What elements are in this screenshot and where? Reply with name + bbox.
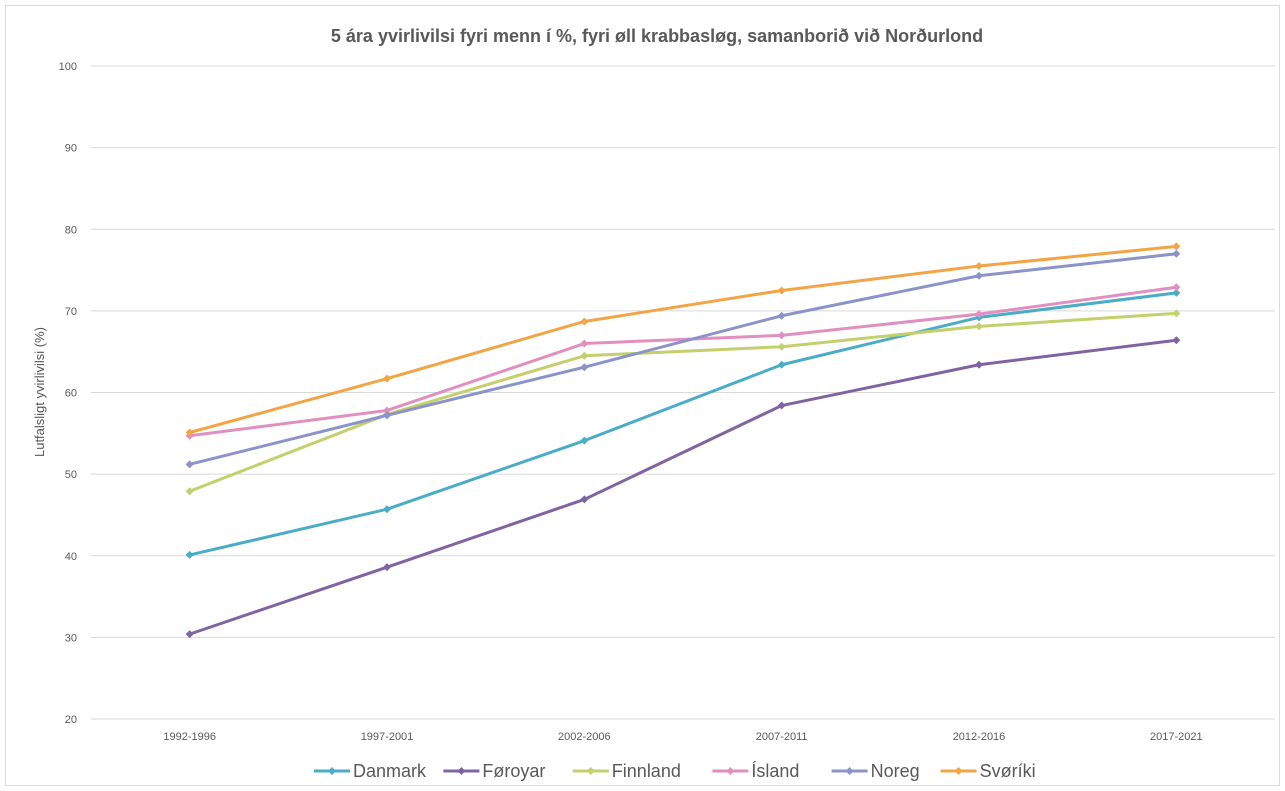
- series-line: [189, 285, 1177, 438]
- series-line: [189, 338, 1177, 636]
- data-point: [777, 331, 786, 340]
- x-tick-label: 2012-2016: [953, 731, 1006, 743]
- data-point: [185, 550, 194, 559]
- chart-title: 5 ára yvirlivilsi fyri menn í %, fyri øl…: [331, 26, 983, 46]
- y-axis-ticks: 20 30 40 50 60 70 80 90 100: [59, 61, 77, 726]
- data-point: [1172, 242, 1181, 251]
- y-tick-label: 80: [65, 224, 77, 236]
- data-point: [975, 310, 983, 319]
- data-point: [580, 495, 589, 504]
- legend-item: Noreg: [831, 761, 920, 781]
- y-tick-label: 60: [65, 388, 77, 400]
- legend-label: Noreg: [871, 761, 920, 781]
- data-point: [580, 351, 589, 360]
- series-line: [189, 244, 1177, 434]
- legend-label: Svøríki: [980, 761, 1036, 781]
- x-tick-label: 1992-1996: [163, 731, 216, 743]
- legend-item: Ísland: [712, 761, 799, 781]
- y-tick-label: 90: [65, 143, 77, 155]
- series-Ísland: [185, 283, 1181, 440]
- x-axis-ticks: 1992-1996 1997-2001 2002-2006 2007-2011 2012…: [163, 731, 1202, 743]
- x-tick-label: 2007-2011: [756, 731, 808, 743]
- data-point: [383, 411, 391, 420]
- legend-marker: [586, 767, 595, 775]
- series-lines: [185, 242, 1181, 639]
- legend-marker: [457, 767, 466, 775]
- y-axis-title: Lutfalsligt yvirlivilsi (%): [32, 327, 47, 457]
- data-point: [185, 460, 194, 469]
- data-point: [975, 271, 983, 280]
- legend-item: Finnland: [572, 761, 681, 781]
- legend-label: Ísland: [751, 761, 799, 781]
- x-tick-label: 1997-2001: [361, 731, 414, 743]
- y-tick-label: 20: [65, 714, 77, 726]
- data-point: [1172, 309, 1181, 318]
- data-point: [383, 374, 391, 383]
- y-tick-label: 30: [65, 632, 77, 644]
- chart-area: [5, 5, 1280, 786]
- data-point: [383, 505, 391, 514]
- data-point: [975, 322, 983, 331]
- data-point: [580, 317, 589, 326]
- y-tick-label: 40: [65, 551, 77, 563]
- data-point: [1172, 336, 1181, 345]
- series-line: [189, 291, 1177, 557]
- data-point: [777, 311, 786, 320]
- legend-marker: [845, 767, 854, 775]
- legend-label: Danmark: [353, 761, 427, 781]
- legend-marker: [726, 767, 735, 775]
- data-point: [580, 436, 589, 445]
- legend-label: Føroyar: [482, 761, 545, 781]
- x-tick-label: 2017-2021: [1150, 731, 1203, 743]
- data-point: [1172, 283, 1181, 292]
- data-point: [383, 406, 391, 415]
- data-point: [1172, 249, 1181, 258]
- data-point: [185, 487, 194, 496]
- data-point: [777, 360, 786, 369]
- data-point: [975, 261, 983, 270]
- legend-item: Føroyar: [443, 761, 545, 781]
- series-Noreg: [185, 249, 1181, 469]
- y-tick-label: 70: [65, 306, 77, 318]
- data-point: [777, 401, 786, 410]
- legend-item: Danmark: [314, 761, 427, 781]
- x-tick-label: 2002-2006: [558, 731, 611, 743]
- legend-marker: [328, 767, 336, 775]
- data-point: [975, 360, 983, 369]
- data-point: [1172, 288, 1181, 297]
- legend-marker: [954, 767, 963, 775]
- data-point: [185, 630, 194, 639]
- series-Føroyar: [185, 336, 1181, 639]
- y-tick-label: 100: [59, 61, 77, 73]
- series-line: [189, 311, 1177, 493]
- data-point: [580, 339, 589, 348]
- data-point: [580, 363, 589, 372]
- series-line: [189, 252, 1177, 466]
- data-point: [777, 342, 786, 351]
- data-point: [185, 428, 194, 437]
- legend-item: Svøríki: [940, 761, 1036, 781]
- y-tick-label: 50: [65, 469, 77, 481]
- legend: Danmark Føroyar Finnland Ísland Noreg Svøríki: [314, 761, 1036, 781]
- data-point: [777, 286, 786, 295]
- series-Svøríki: [185, 242, 1181, 437]
- series-Danmark: [185, 288, 1181, 559]
- legend-label: Finnland: [612, 761, 681, 781]
- data-point: [383, 563, 391, 572]
- gridlines: [91, 65, 1275, 720]
